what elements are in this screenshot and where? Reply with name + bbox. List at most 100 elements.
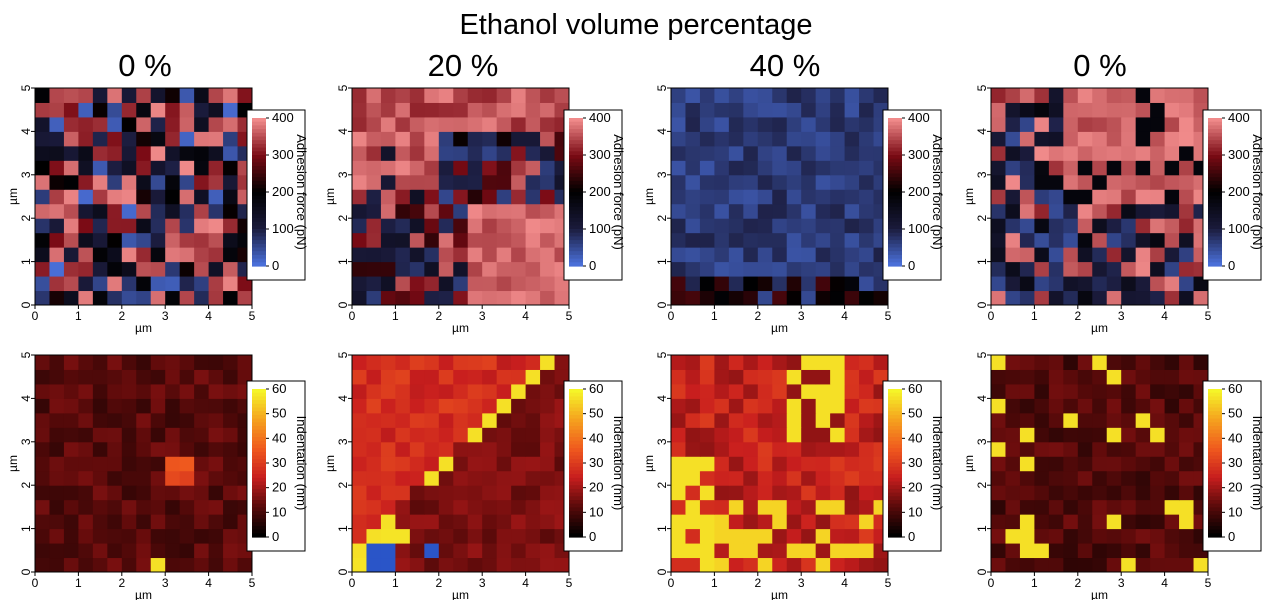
heatmap-cell [194,441,210,457]
y-tick-label: 0 [975,301,989,308]
heatmap-cell [728,369,744,385]
heatmap-cell [208,528,224,544]
heatmap-cell [757,116,773,132]
heatmap-cell [121,88,137,103]
heatmap-cell [453,276,469,292]
heatmap-cell [1150,232,1166,248]
colorbar-segment [1208,166,1222,171]
y-tick-label: 2 [975,482,989,489]
heatmap-cell [366,102,382,118]
heatmap-cell [424,232,440,248]
heatmap-cell [49,369,65,385]
heatmap-cell [179,427,195,443]
heatmap-cell [801,290,817,306]
heatmap-cell [1019,276,1035,292]
colorbar-segment [569,188,583,193]
x-tick-label: 0 [32,576,39,590]
heatmap-cell [150,88,166,103]
heatmap-cell [438,261,454,277]
heatmap-cell [438,485,454,501]
heatmap-cell [165,290,181,306]
heatmap-cell [453,145,469,161]
heatmap-cell [438,145,454,161]
heatmap-cell [438,189,454,205]
heatmap-cell [757,383,773,399]
heatmap-cell [208,131,224,147]
heatmap-cell [1005,557,1021,573]
heatmap-cell [671,116,686,132]
heatmap-cell [714,355,730,370]
heatmap-cell [1179,174,1195,190]
heatmap-cell [830,247,846,263]
heatmap-cell [525,232,541,248]
colorbar-segment [252,169,266,175]
heatmap-cell [496,276,512,292]
heatmap-cell [859,102,875,118]
heatmap-cell [453,116,469,132]
colorbar-segment [252,437,266,442]
heatmap-cell [194,247,210,263]
heatmap-cell [409,543,425,559]
column-title-4: 0 % [1073,48,1126,83]
heatmap-cell [1077,174,1093,190]
colorbar-segment [252,243,266,249]
heatmap-cell [63,514,79,530]
colorbar-segment [252,225,266,230]
heatmap-cell [136,203,152,219]
heatmap-cell [121,383,137,399]
heatmap-cell [352,247,367,263]
colorbar-segment [888,129,902,134]
colorbar-segment [252,221,266,226]
heatmap-cell [409,174,425,190]
heatmap-cell [121,470,137,486]
heatmap-cell [49,160,65,176]
heatmap-cell [1092,232,1108,248]
heatmap-cell [63,203,79,219]
heatmap-cell [35,398,50,414]
heatmap-cell [844,383,860,399]
heatmap-cell [150,290,166,306]
colorbar-segment [1208,407,1222,412]
heatmap-cell [671,355,686,370]
heatmap-cell [540,131,556,147]
heatmap-cell [107,174,123,190]
heatmap-cell [165,369,181,385]
heatmap-cell [395,261,411,277]
heatmap-cell [1063,102,1079,118]
heatmap-cell [743,485,759,501]
heatmap-cell [409,470,425,486]
y-tick-label: 5 [975,84,989,91]
heatmap-cell [482,355,498,370]
heatmap-cell [1063,427,1079,443]
heatmap-cell [714,145,730,161]
heatmap-cell [223,145,239,161]
heatmap-cell [237,290,253,306]
heatmap-cell [424,247,440,263]
heatmap-cell [92,116,108,132]
y-tick-label: 2 [655,215,669,222]
heatmap-cell [223,398,239,414]
heatmap-cell [540,355,556,370]
colorbar-segment [888,389,902,394]
colorbar-segment [252,466,266,471]
heatmap-cell [1005,456,1021,472]
y-axis-label: µm [323,188,337,205]
heatmap-cell [743,514,759,530]
heatmap-cell [92,369,108,385]
colorbar-segment [888,488,902,494]
heatmap-cell [107,102,123,118]
heatmap-cell [511,174,527,190]
heatmap-cell [63,218,79,234]
heatmap-cell [1121,203,1137,219]
heatmap-cell [511,543,527,559]
heatmap-cell [78,88,94,103]
heatmap-cell [1048,543,1064,559]
heatmap-cell [991,189,1006,205]
colorbar-segment [569,214,583,219]
heatmap-cell [757,88,773,103]
heatmap-cell [194,485,210,501]
heatmap-cell [511,218,527,234]
y-tick-label: 5 [336,84,350,91]
heatmap-cell [859,456,875,472]
colorbar-segment [888,147,902,152]
